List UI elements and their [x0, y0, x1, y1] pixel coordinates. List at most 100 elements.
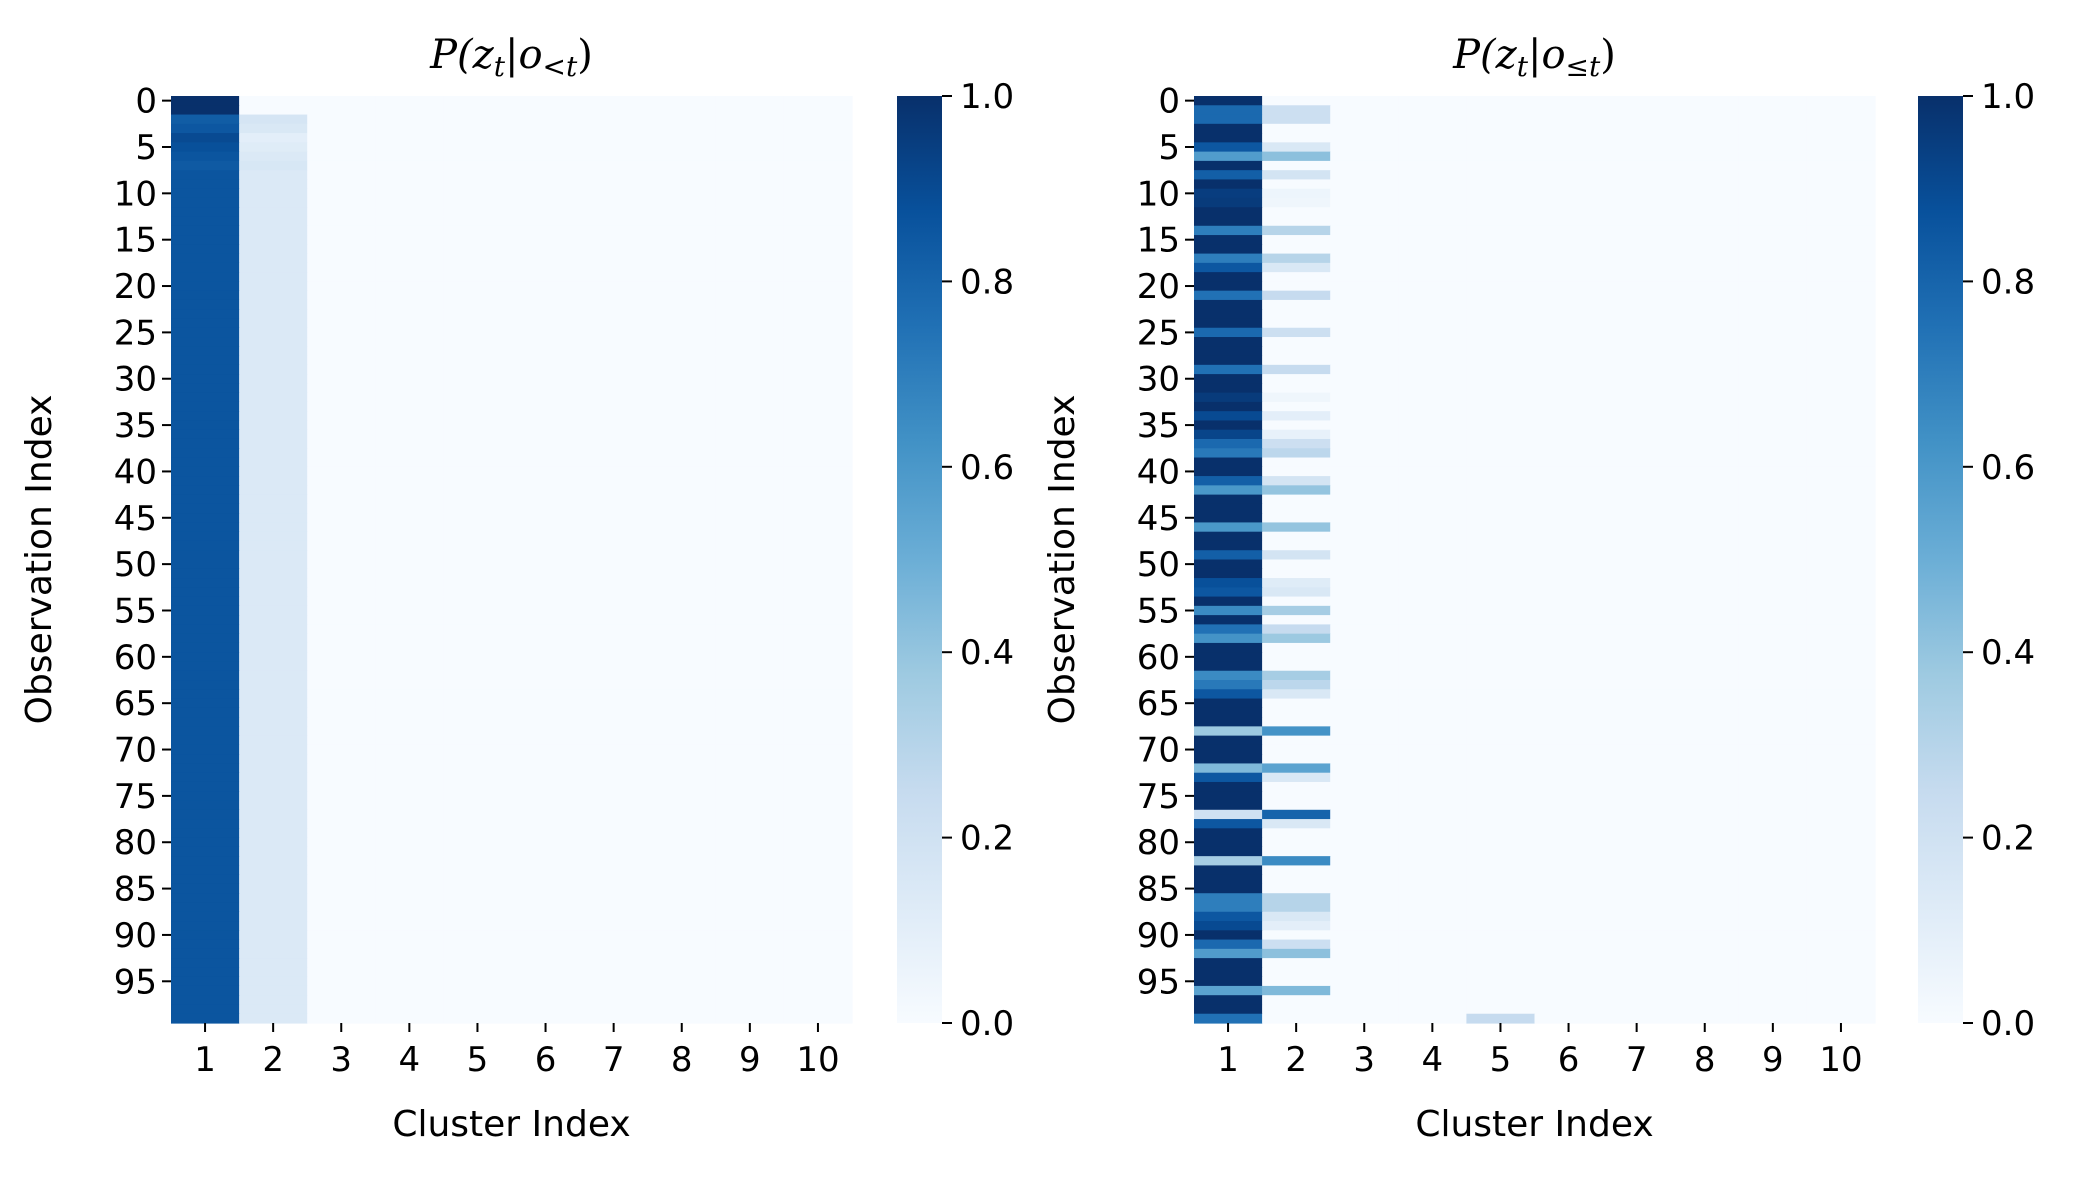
heatmap-cell-r51-c8: [1670, 568, 1740, 579]
heatmap-cell-r21-c9: [715, 290, 785, 301]
heatmap-cell-r0-c5: [443, 96, 513, 106]
heatmap-cell-r63-c8: [1670, 680, 1740, 690]
heatmap-cell-r17-c6: [511, 253, 581, 264]
heatmap-cell-r62-c3: [307, 670, 376, 681]
heatmap-cell-r64-c1: [171, 689, 240, 700]
heatmap-cell-r65-c1: [171, 698, 240, 709]
heatmap-cell-r78-c1: [1194, 819, 1263, 829]
heatmap-cell-r66-c7: [1602, 707, 1672, 718]
heatmap-cell-r34-c8: [647, 411, 717, 422]
heatmap-cell-r88-c6: [511, 911, 581, 922]
heatmap-cell-r59-c10: [783, 642, 853, 653]
heatmap-cell-r17-c6: [1534, 253, 1604, 264]
heatmap-cell-r34-c1: [171, 411, 240, 422]
heatmap-cell-r80-c6: [1534, 837, 1604, 848]
heatmap-cell-r36-c2: [239, 429, 308, 440]
heatmap-cell-r70-c6: [1534, 744, 1604, 755]
heatmap-cell-r41-c6: [511, 476, 581, 486]
heatmap-cell-r55-c4: [1398, 605, 1467, 616]
heatmap-cell-r88-c3: [1330, 911, 1399, 922]
heatmap-cell-r22-c6: [511, 299, 581, 310]
heatmap-cell-r37-c4: [375, 438, 444, 449]
heatmap-cell-r72-c10: [1806, 763, 1876, 774]
heatmap-cell-r99-c5: [1466, 1013, 1536, 1024]
heatmap-cell-r57-c4: [1398, 624, 1467, 635]
heatmap-cell-r86-c1: [1194, 893, 1263, 904]
heatmap-cell-r32-c1: [1194, 392, 1263, 403]
heatmap-cell-r8-c3: [1330, 170, 1399, 181]
heatmap-cell-r35-c4: [1398, 420, 1467, 431]
heatmap-cell-r22-c9: [715, 299, 785, 310]
heatmap-cell-r98-c1: [1194, 1004, 1263, 1015]
heatmap-cell-r35-c3: [1330, 420, 1399, 431]
heatmap-cell-r96-c8: [1670, 985, 1740, 996]
heatmap-cell-r86-c10: [783, 893, 853, 904]
heatmap-cell-r10-c9: [715, 188, 785, 199]
heatmap-cell-r74-c4: [375, 781, 444, 792]
heatmap-cell-r82-c5: [1466, 856, 1536, 867]
heatmap-cell-r89-c9: [715, 921, 785, 931]
heatmap-cell-r10-c3: [1330, 188, 1399, 199]
heatmap-cell-r32-c6: [1534, 392, 1604, 403]
heatmap-cell-r86-c8: [647, 893, 717, 904]
heatmap-cell-r72-c8: [1670, 763, 1740, 774]
heatmap-cell-r0-c1: [1194, 96, 1263, 106]
heatmap-cell-r51-c7: [1602, 568, 1672, 579]
heatmap-cell-r20-c5: [443, 281, 513, 292]
heatmap-cell-r24-c8: [647, 318, 717, 329]
heatmap-cell-r73-c7: [579, 772, 649, 783]
heatmap-cell-r31-c8: [647, 383, 717, 394]
heatmap-cell-r98-c6: [511, 1004, 581, 1015]
heatmap-cell-r15-c4: [1398, 235, 1467, 245]
heatmap-cell-r77-c5: [1466, 809, 1536, 820]
heatmap-cell-r50-c5: [443, 559, 513, 570]
heatmap-cell-r46-c4: [1398, 522, 1467, 533]
heatmap-cell-r22-c10: [783, 299, 853, 310]
heatmap-cell-r5-c8: [1670, 142, 1740, 153]
heatmap-cell-r42-c6: [511, 485, 581, 496]
y-tick-label-80: 80: [1137, 823, 1180, 863]
heatmap-cell-r77-c4: [1398, 809, 1467, 820]
heatmap-cell-r14-c8: [1670, 225, 1740, 236]
heatmap-cell-r3-c1: [1194, 123, 1263, 134]
heatmap-cell-r0-c4: [375, 96, 444, 106]
heatmap-cell-r91-c7: [579, 939, 649, 950]
heatmap-cell-r4-c6: [511, 133, 581, 143]
heatmap-cell-r56-c7: [579, 615, 649, 625]
colorbar-tick-label-0.6: 0.6: [960, 448, 1014, 488]
heatmap-cell-r12-c1: [171, 207, 240, 218]
heatmap-cell-r7-c9: [715, 160, 785, 171]
heatmap-cell-r57-c2: [239, 624, 308, 635]
heatmap-cell-r48-c9: [1738, 540, 1808, 551]
heatmap-cell-r40-c9: [1738, 466, 1808, 477]
heatmap-cell-r54-c6: [1534, 596, 1604, 607]
heatmap-cell-r32-c5: [443, 392, 513, 403]
heatmap-cell-r44-c6: [511, 503, 581, 514]
heatmap-cell-r98-c10: [783, 1004, 853, 1015]
heatmap-cell-r54-c2: [1262, 596, 1331, 607]
heatmap-cell-r87-c4: [375, 902, 444, 913]
heatmap-cell-r90-c9: [1738, 930, 1808, 941]
heatmap-cell-r20-c4: [1398, 281, 1467, 292]
heatmap-cell-r79-c8: [647, 828, 717, 839]
heatmap-cell-r5-c3: [1330, 142, 1399, 153]
heatmap-cell-r78-c2: [1262, 819, 1331, 829]
heatmap-cell-r24-c9: [715, 318, 785, 329]
heatmap-cell-r49-c9: [715, 550, 785, 561]
heatmap-cell-r30-c5: [1466, 374, 1536, 384]
heatmap-cell-r95-c7: [1602, 976, 1672, 987]
heatmap-cell-r40-c7: [579, 466, 649, 477]
heatmap-cell-r5-c9: [1738, 142, 1808, 153]
heatmap-cell-r11-c6: [1534, 197, 1604, 208]
heatmap-cell-r86-c6: [1534, 893, 1604, 904]
heatmap-cell-r95-c9: [715, 976, 785, 987]
heatmap-cell-r30-c6: [1534, 374, 1604, 384]
heatmap-cell-r38-c7: [1602, 448, 1672, 459]
heatmap-cell-r71-c1: [1194, 754, 1263, 765]
heatmap-cell-r73-c7: [1602, 772, 1672, 783]
heatmap-cell-r47-c1: [171, 531, 240, 542]
heatmap-cell-r45-c1: [1194, 513, 1263, 524]
heatmap-cell-r77-c3: [307, 809, 376, 820]
heatmap-cell-r46-c6: [511, 522, 581, 533]
heatmap-cell-r73-c5: [443, 772, 513, 783]
